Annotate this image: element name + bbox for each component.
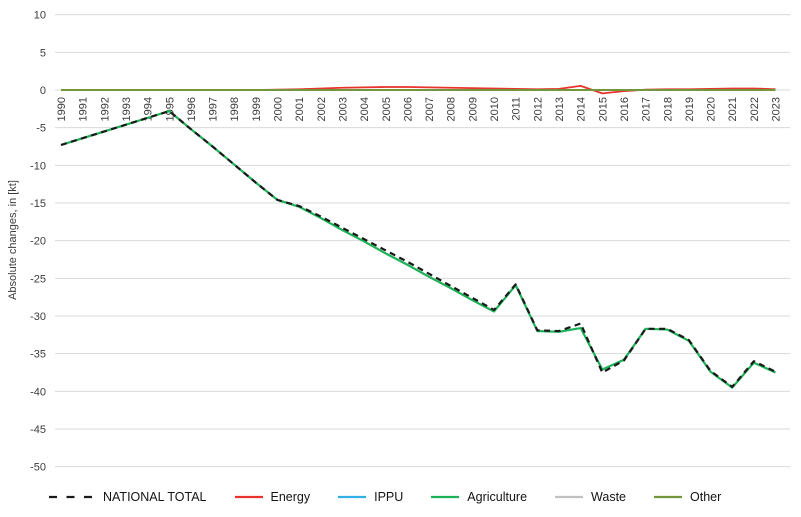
x-tick-label: 2005 xyxy=(381,97,393,121)
legend-item-ippu: IPPU xyxy=(337,490,403,504)
x-tick-label: 1998 xyxy=(229,97,241,121)
legend-item-energy: Energy xyxy=(234,490,311,504)
legend-item-waste: Waste xyxy=(554,490,626,504)
x-tick-label: 2023 xyxy=(771,97,783,121)
x-tick-label: 1990 xyxy=(56,97,68,121)
y-tick-label: -20 xyxy=(30,236,46,248)
x-tick-label: 2019 xyxy=(684,97,696,121)
x-tick-label: 2002 xyxy=(316,97,328,121)
x-tick-label: 2008 xyxy=(446,97,458,121)
x-tick-label: 2003 xyxy=(337,97,349,121)
legend-label-ippu: IPPU xyxy=(374,490,404,504)
chart-legend: NATIONAL TOTAL Energy IPPU Agriculture Waste… xyxy=(48,486,721,508)
x-tick-label: 2012 xyxy=(532,97,544,121)
x-tick-label: 1992 xyxy=(99,97,111,121)
x-tick-label: 1991 xyxy=(78,97,90,121)
x-tick-label: 2001 xyxy=(294,97,306,121)
y-tick-label: -25 xyxy=(30,273,46,285)
x-tick-label: 2011 xyxy=(511,97,523,121)
x-tick-label: 2007 xyxy=(424,97,436,121)
y-tick-label: 10 xyxy=(34,10,46,22)
x-tick-label: 2021 xyxy=(727,97,739,121)
x-tick-label: 2018 xyxy=(662,97,674,121)
legend-swatch-ippu xyxy=(338,495,367,499)
x-tick-label: 1993 xyxy=(121,97,133,121)
legend-label-agriculture: Agriculture xyxy=(467,490,528,504)
y-tick-label: -5 xyxy=(36,123,46,135)
legend-swatch-waste xyxy=(555,495,584,499)
legend-swatch-agriculture xyxy=(431,495,460,499)
y-tick-label: -50 xyxy=(30,462,46,472)
legend-label-energy: Energy xyxy=(270,490,311,504)
legend-item-agriculture: Agriculture xyxy=(430,490,527,504)
x-tick-label: 2006 xyxy=(402,97,414,121)
x-tick-label: 2020 xyxy=(706,97,718,121)
x-tick-label: 2010 xyxy=(489,97,501,121)
legend-label-other: Other xyxy=(690,490,722,504)
y-tick-label: -45 xyxy=(30,424,46,436)
legend-label-national-total: NATIONAL TOTAL xyxy=(103,490,207,504)
x-tick-label: 2000 xyxy=(273,97,285,121)
x-tick-label: 2014 xyxy=(576,97,588,121)
y-axis-title: Absolute changes, in [kt] xyxy=(7,180,19,300)
x-tick-label: 1997 xyxy=(208,97,220,121)
y-tick-label: -40 xyxy=(30,386,46,398)
x-tick-label: 2022 xyxy=(749,97,761,121)
x-tick-label: 2017 xyxy=(641,97,653,121)
series-line-national-total xyxy=(60,109,776,388)
x-tick-label: 2016 xyxy=(619,97,631,121)
x-tick-label: 1994 xyxy=(143,97,155,121)
y-tick-label: -30 xyxy=(30,311,46,323)
y-tick-label: -15 xyxy=(30,198,46,210)
legend-label-waste: Waste xyxy=(591,490,627,504)
y-tick-label: -35 xyxy=(30,349,46,361)
x-tick-label: 1996 xyxy=(186,97,198,121)
legend-swatch-energy xyxy=(234,495,263,499)
series-line-agriculture xyxy=(60,109,776,389)
y-tick-label: -10 xyxy=(30,160,46,172)
legend-item-national-total: NATIONAL TOTAL xyxy=(48,490,207,504)
legend-item-other: Other xyxy=(653,490,721,504)
plot-area: 10 5 0 -5 -10 -15 -20 -25 -30 -35 -40 -45 -50 1990 199… xyxy=(30,10,790,474)
y-tick-label: 5 xyxy=(40,47,46,59)
x-tick-label: 2009 xyxy=(467,97,479,121)
x-tick-label: 2013 xyxy=(554,97,566,121)
legend-swatch-other xyxy=(654,495,683,499)
x-tick-label: 1999 xyxy=(251,97,263,121)
x-tick-label: 1995 xyxy=(164,97,176,121)
x-tick-label: 2015 xyxy=(597,97,609,121)
x-tick-label: 2004 xyxy=(359,97,371,121)
legend-swatch-national-total xyxy=(49,495,95,499)
y-tick-label: 0 xyxy=(40,85,46,97)
